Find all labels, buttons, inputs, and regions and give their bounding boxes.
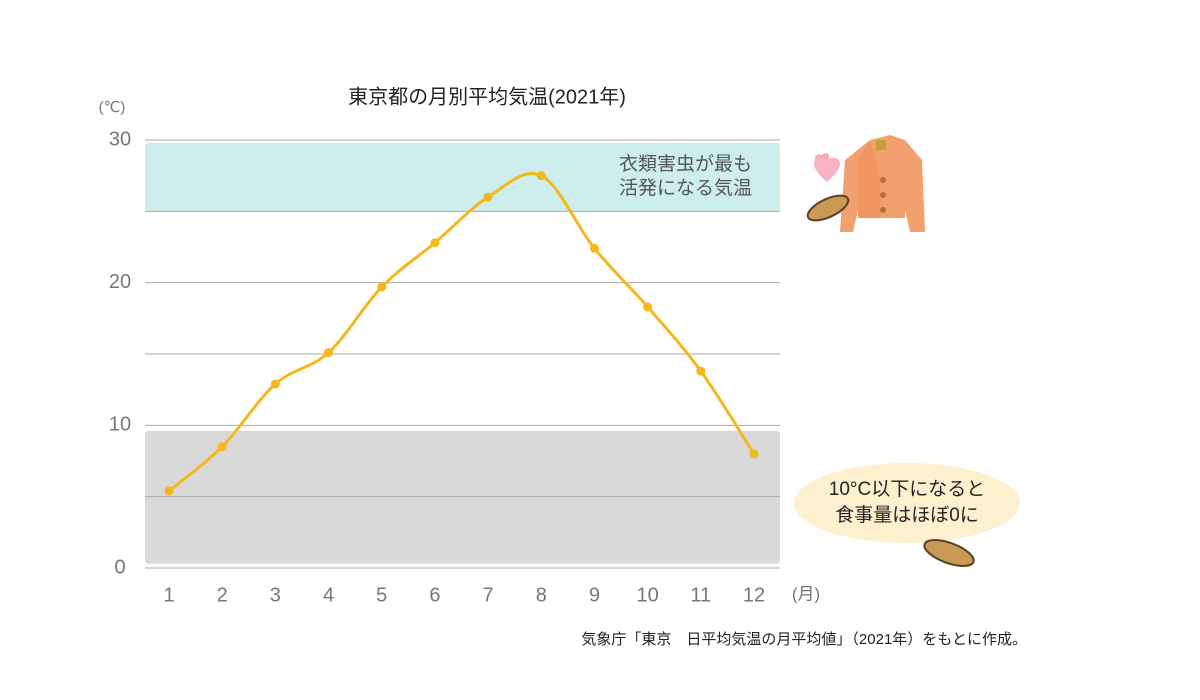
line <box>168 172 756 493</box>
y-tick-label: 20 <box>109 271 131 293</box>
point <box>377 282 387 292</box>
y-tick-label: 30 <box>109 128 131 150</box>
x-tick-label: 7 <box>483 584 494 606</box>
point <box>536 171 546 181</box>
point <box>696 366 706 376</box>
source-note: 気象庁「東京 日平均気温の月平均値」（2021年）をもとに作成。 <box>581 631 1027 648</box>
band-label: 活発になる気温 <box>619 177 752 199</box>
x-tick-label: 12 <box>743 584 765 606</box>
x-tick-label: 8 <box>536 584 547 606</box>
point <box>324 348 334 358</box>
x-tick-label: 9 <box>589 584 600 606</box>
callout-text: 10°C以下になると食事量はほぼ0に <box>829 479 985 526</box>
band <box>145 431 780 564</box>
cardigan-illustration <box>840 135 925 232</box>
x-tick-label: 5 <box>376 584 387 606</box>
x-tick-label: 3 <box>270 584 281 606</box>
chart-title: 東京都の月別平均気温(2021年) <box>348 85 626 108</box>
x-unit: (月) <box>792 584 820 603</box>
y-tick-label: 0 <box>114 556 125 578</box>
x-tick-label: 10 <box>637 584 659 606</box>
point <box>589 243 599 253</box>
point <box>217 442 227 452</box>
band-label: 衣類害虫が最も <box>619 153 752 175</box>
heart-icon <box>813 157 841 182</box>
x-tick-label: 6 <box>429 584 440 606</box>
point <box>430 238 440 248</box>
x-tick-label: 2 <box>217 584 228 606</box>
y-tick-label: 10 <box>109 414 131 436</box>
band <box>145 142 780 212</box>
x-tick-label: 4 <box>323 584 334 606</box>
bug-illustration <box>806 194 975 567</box>
x-tick-label: 11 <box>690 584 711 606</box>
point <box>749 449 759 459</box>
callout-line: 10°C以下になると <box>829 479 985 500</box>
series <box>164 171 759 496</box>
callout-bubble <box>794 463 1020 543</box>
point <box>643 302 653 312</box>
callout-line: 食事量はほぼ0に <box>835 504 979 526</box>
point <box>270 379 280 389</box>
point <box>483 192 493 202</box>
point <box>164 486 174 496</box>
x-tick-label: 1 <box>163 584 174 606</box>
y-unit: (℃) <box>99 99 126 116</box>
